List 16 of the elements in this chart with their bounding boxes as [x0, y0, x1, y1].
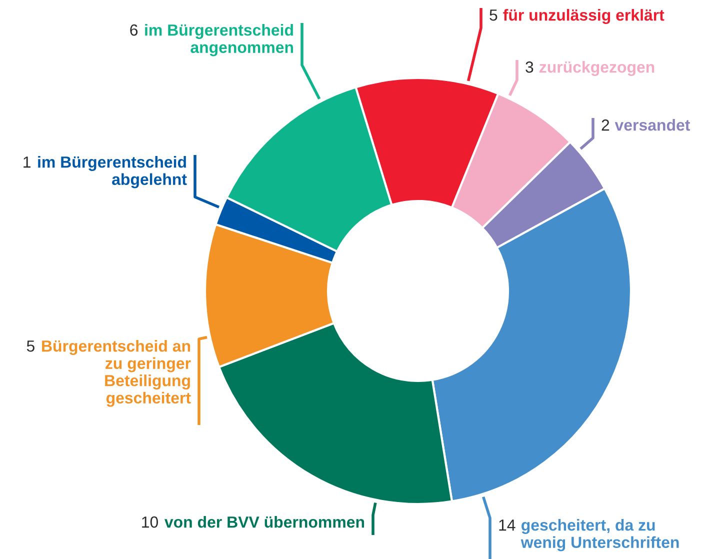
data-label: 10 — [142, 516, 158, 528]
slice-label: für unzulässig erklärt — [503, 9, 664, 24]
slice-label: versandet — [614, 119, 690, 131]
slice-label: im Bürgerentscheid angenommen — [145, 24, 294, 56]
data-label: 3 — [526, 61, 534, 73]
data-label: 2 — [602, 119, 610, 131]
data-label: 5 — [26, 340, 34, 352]
data-label: 14 — [499, 520, 516, 531]
slice-label: im Bürgerentscheid abgelehnt — [38, 156, 187, 188]
data-label: 6 — [130, 24, 138, 36]
slice-label: zurückgezogen — [540, 61, 654, 76]
slice-label: Bürgerentscheid an zu geringer Beteiligung gescheitert — [42, 340, 191, 407]
slice-label: gescheitert, da zu wenig Unterschriften — [520, 519, 679, 552]
data-label: 1 — [24, 156, 30, 168]
data-label: 5 — [490, 10, 498, 21]
slice-label: von der BVV übernommen — [164, 516, 364, 528]
